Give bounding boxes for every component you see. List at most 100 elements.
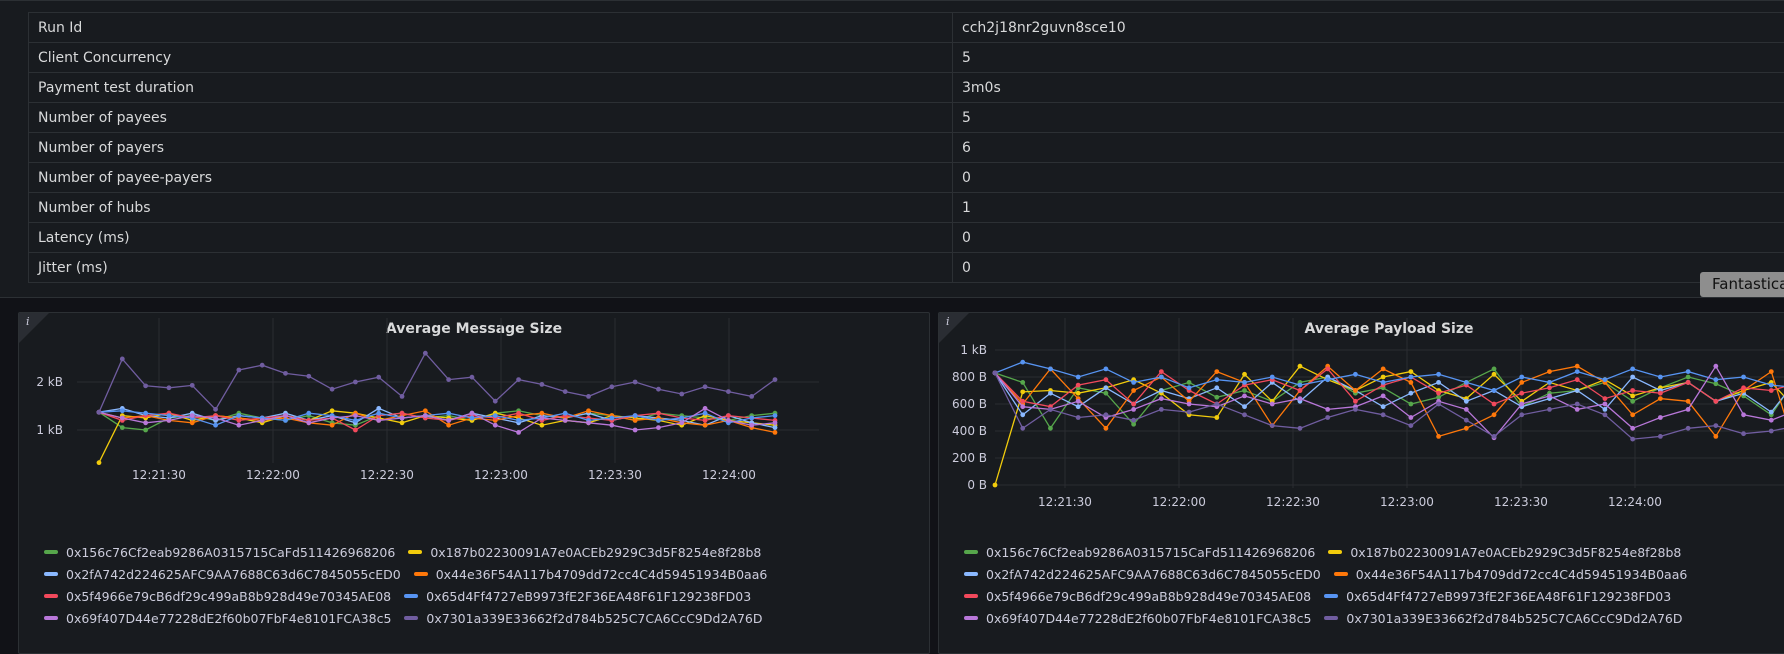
data-point (1603, 396, 1608, 401)
data-point (1547, 369, 1552, 374)
data-point (493, 399, 498, 404)
data-point (330, 416, 335, 421)
data-point (376, 411, 381, 416)
data-point (1214, 402, 1219, 407)
y-tick-label: 200 B (952, 451, 987, 465)
data-point (656, 425, 661, 430)
data-point (1575, 377, 1580, 382)
data-point (120, 416, 125, 421)
row-value: 0 (953, 253, 1784, 283)
row-key: Number of payers (29, 133, 953, 163)
data-point (1020, 380, 1025, 385)
data-point (1713, 377, 1718, 382)
legend-swatch (964, 550, 978, 554)
legend-label: 0x156c76Cf2eab9286A0315715CaFd5114269682… (66, 545, 395, 560)
data-point (633, 413, 638, 418)
x-tick-label: 12:21:30 (1038, 495, 1092, 509)
data-point (167, 413, 172, 418)
legend-label: 0x156c76Cf2eab9286A0315715CaFd5114269682… (986, 545, 1315, 560)
legend-item[interactable]: 0x65d4Ff4727eB9973fE2F36EA48F61F129238FD… (404, 585, 751, 607)
legend-item[interactable]: 0x187b02230091A7e0ACEb2929C3d5F8254e8f28… (408, 541, 761, 563)
data-point (330, 408, 335, 413)
legend-item[interactable]: 0x156c76Cf2eab9286A0315715CaFd5114269682… (964, 541, 1315, 563)
data-point (1713, 364, 1718, 369)
legend-label: 0x5f4966e79cB6df29c499aB8b928d49e70345AE… (986, 589, 1311, 604)
data-point (993, 371, 998, 376)
legend-item[interactable]: 0x187b02230091A7e0ACEb2929C3d5F8254e8f28… (1328, 541, 1681, 563)
data-point (1020, 404, 1025, 409)
data-point (1159, 369, 1164, 374)
series-line (995, 366, 1784, 485)
data-point (1658, 396, 1663, 401)
data-point (1686, 399, 1691, 404)
legend-item[interactable]: 0x65d4Ff4727eB9973fE2F36EA48F61F129238FD… (1324, 585, 1671, 607)
legend-item[interactable]: 0x5f4966e79cB6df29c499aB8b928d49e70345AE… (44, 585, 391, 607)
data-point (703, 384, 708, 389)
row-value: 5 (953, 43, 1784, 73)
data-point (400, 394, 405, 399)
data-point (143, 420, 148, 425)
data-point (1519, 391, 1524, 396)
legend-label: 0x69f407D44e77228dE2f60b07FbF4e8101FCA38… (986, 611, 1311, 626)
legend-item[interactable]: 0x2fA742d224625AFC9AA7688C63d6C7845055cE… (44, 563, 401, 585)
data-point (1325, 367, 1330, 372)
data-point (470, 416, 475, 421)
row-value: 0 (953, 223, 1784, 253)
data-point (1103, 367, 1108, 372)
data-point (1353, 407, 1358, 412)
data-point (1020, 412, 1025, 417)
data-point (1575, 388, 1580, 393)
legend-label: 0x65d4Ff4727eB9973fE2F36EA48F61F129238FD… (426, 589, 751, 604)
data-point (1630, 426, 1635, 431)
legend-item[interactable]: 0x69f407D44e77228dE2f60b07FbF4e8101FCA38… (964, 607, 1311, 629)
data-point (1769, 418, 1774, 423)
data-point (236, 413, 241, 418)
data-point (1547, 394, 1552, 399)
y-tick-label: 1 kB (960, 343, 987, 357)
data-point (1048, 367, 1053, 372)
data-point (1603, 412, 1608, 417)
data-point (516, 377, 521, 382)
data-point (563, 389, 568, 394)
legend-item[interactable]: 0x7301a339E33662f2d784b525C7CA6CcC9Dd2A7… (404, 607, 762, 629)
data-point (1575, 402, 1580, 407)
data-point (1492, 402, 1497, 407)
data-point (1436, 380, 1441, 385)
data-point (1103, 426, 1108, 431)
data-point (1103, 412, 1108, 417)
data-point (1547, 385, 1552, 390)
data-point (1658, 391, 1663, 396)
legend-label: 0x5f4966e79cB6df29c499aB8b928d49e70345AE… (66, 589, 391, 604)
x-tick-label: 12:21:30 (132, 468, 186, 482)
data-point (1381, 367, 1386, 372)
data-point (1076, 375, 1081, 380)
data-point (1547, 380, 1552, 385)
data-point (1408, 391, 1413, 396)
legend-item[interactable]: 0x5f4966e79cB6df29c499aB8b928d49e70345AE… (964, 585, 1311, 607)
legend-item[interactable]: 0x156c76Cf2eab9286A0315715CaFd5114269682… (44, 541, 395, 563)
legend-item[interactable]: 0x2fA742d224625AFC9AA7688C63d6C7845055cE… (964, 563, 1321, 585)
data-point (283, 371, 288, 376)
data-point (1769, 410, 1774, 415)
data-point (1686, 375, 1691, 380)
row-key: Number of hubs (29, 193, 953, 223)
data-point (1492, 388, 1497, 393)
row-key: Jitter (ms) (29, 253, 953, 283)
data-point (283, 418, 288, 423)
legend-item[interactable]: 0x44e36F54A117b4709dd72cc4C4d59451934B0a… (1334, 563, 1688, 585)
data-point (1630, 367, 1635, 372)
data-point (749, 394, 754, 399)
data-point (1381, 412, 1386, 417)
legend-swatch (1334, 572, 1348, 576)
data-point (1298, 388, 1303, 393)
data-point (773, 425, 778, 430)
data-point (679, 416, 684, 421)
data-point (190, 383, 195, 388)
legend-item[interactable]: 0x7301a339E33662f2d784b525C7CA6CcC9Dd2A7… (1324, 607, 1682, 629)
legend-item[interactable]: 0x69f407D44e77228dE2f60b07FbF4e8101FCA38… (44, 607, 391, 629)
data-point (353, 380, 358, 385)
legend-item[interactable]: 0x44e36F54A117b4709dd72cc4C4d59451934B0a… (414, 563, 768, 585)
row-value: 6 (953, 133, 1784, 163)
